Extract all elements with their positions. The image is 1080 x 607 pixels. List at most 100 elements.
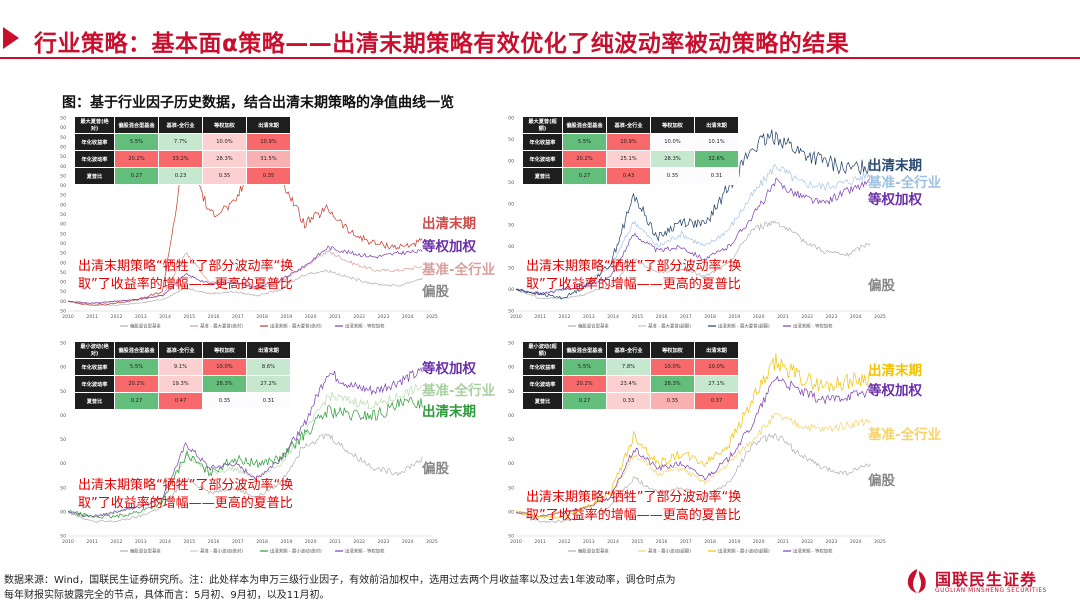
x-tick-label: 2020 [753, 539, 765, 545]
y-tick-label: 4.00 [508, 158, 514, 164]
table-header-cell: 最小波动(超额) [522, 341, 563, 359]
x-tick-label: 2023 [826, 539, 838, 545]
series-end-label: 等权加权 [422, 361, 476, 377]
x-tick-label: 2019 [729, 539, 741, 545]
x-tick-label: 2015 [631, 539, 643, 545]
legend-label: 基准 - 最小波动(超额) [648, 548, 691, 555]
y-tick-label: 9.50 [60, 135, 66, 141]
table-cell: 0.47 [158, 392, 203, 410]
stats-table: 最大夏普(超额) 偏股混合型基金 基准-全行业 等权加权 出清末期 年化收益率 5.5% 10… [522, 116, 739, 185]
table-cell: 10.9% [246, 133, 291, 151]
table-cell: 20.2% [562, 375, 607, 393]
table-cell: 7.7% [158, 133, 203, 151]
table-cell: 0.35 [202, 167, 247, 185]
chart-annotation: 出清末期策略“牺牲”了部分波动率“换 取”了收益率的增幅——更高的夏普比 [526, 258, 741, 294]
x-tick-label: 2018 [704, 539, 716, 545]
table-cell: 0.35 [650, 167, 695, 185]
y-tick-label: 3.50 [60, 251, 66, 257]
annotation-line: 取”了收益率的增幅——更高的夏普比 [78, 277, 293, 292]
legend-label: 出清末期 - 等权加权 [793, 548, 833, 555]
series-end-label: 出清末期 [422, 404, 476, 420]
series-end-label: 偏股 [422, 284, 449, 300]
table-row: 年化收益率 5.5% 10.9% 10.0% 10.1% [522, 133, 739, 151]
table-cell: 10.9% [606, 133, 651, 151]
x-tick-label: 2016 [656, 539, 668, 545]
x-tick-label: 2012 [559, 539, 571, 545]
chart-panel-3: 0.50 1.00 1.50 2.00 2.50 3.00 3.50 4.00 4.50 2010… [60, 337, 495, 557]
table-cell: 0.35 [202, 392, 247, 410]
logo-text-en: GUOLIAN MINSHENG SECURITIES [935, 588, 1047, 594]
x-tick-label: 2021 [777, 314, 789, 320]
table-cell: 9.1% [158, 358, 203, 376]
series-line-2 [515, 353, 871, 519]
table-header-cell: 出清末期 [246, 116, 291, 134]
table-cell: 10.0% [650, 358, 695, 376]
chart-panel-2: 0.50 1.00 1.50 2.00 2.50 3.00 3.50 4.00 4.50 5.00… [508, 112, 941, 332]
legend-label: 出清末期 - 最小波动(绝对) [270, 548, 322, 555]
company-logo: 国联民生证券 GUOLIAN MINSHENG SECURITIES [905, 565, 1075, 605]
legend-label: 出清末期 - 最大夏普(超额) [718, 323, 770, 330]
y-tick-label: 1.50 [60, 485, 66, 491]
table-cell: 0.33 [606, 392, 651, 410]
chart-svg: 0.50 1.00 1.50 2.00 2.50 3.00 3.50 4.00 4.50 2010… [60, 341, 438, 555]
y-tick-label: 2.00 [60, 280, 66, 286]
x-tick-label: 2016 [208, 539, 220, 545]
x-tick-label: 2022 [801, 314, 813, 320]
series-end-label: 基准-全行业 [422, 383, 496, 399]
table-header-cell: 等权加权 [650, 116, 695, 134]
table-cell: 23.4% [606, 375, 651, 393]
table-row: 夏普比 0.27 0.33 0.35 0.37 [522, 392, 739, 410]
table-cell: 31.5% [246, 150, 291, 168]
annotation-line: 出清末期策略“牺牲”了部分波动率“换 [78, 259, 294, 274]
header-rule [0, 57, 1080, 59]
series-end-label: 出清末期 [868, 158, 922, 174]
table-cell: 0.31 [246, 392, 291, 410]
y-tick-label: 4.50 [508, 137, 514, 143]
table-header-row: 最大夏普(绝对) 偏股混合型基金 基准-全行业 等权加权 出清末期 [74, 116, 291, 134]
table-row-label: 年化波动率 [522, 375, 563, 393]
table-row: 年化波动率 20.2% 23.4% 28.3% 27.1% [522, 375, 739, 393]
x-tick-label: 2013 [583, 539, 595, 545]
stats-table: 最小波动(超额) 偏股混合型基金 基准-全行业 等权加权 出清末期 年化收益率 5.5% 7.… [522, 341, 739, 410]
table-cell: 5.5% [114, 133, 159, 151]
x-tick-label: 2018 [704, 314, 716, 320]
y-tick-label: 1.50 [60, 289, 66, 295]
y-tick-label: 3.00 [508, 413, 514, 419]
table-header-cell: 出清末期 [694, 116, 739, 134]
x-tick-label: 2010 [62, 314, 74, 320]
x-tick-label: 2025 [426, 314, 438, 320]
table-cell: 0.27 [114, 392, 159, 410]
series-line-4 [67, 433, 423, 524]
table-cell: 5.5% [114, 358, 159, 376]
x-tick-label: 2014 [607, 314, 619, 320]
annotation-line: 出清末期策略“牺牲”了部分波动率“换 [78, 478, 294, 493]
table-row-label: 年化波动率 [522, 150, 563, 168]
x-tick-label: 2011 [534, 314, 546, 320]
y-tick-label: 1.50 [508, 485, 514, 491]
stats-table: 最大夏普(绝对) 偏股混合型基金 基准-全行业 等权加权 出清末期 年化收益率 5.5% 7.… [74, 116, 291, 185]
y-tick-label: 3.00 [60, 260, 66, 266]
y-tick-label: 3.50 [508, 180, 514, 186]
series-line-3 [515, 375, 871, 518]
table-row-label: 年化收益率 [522, 358, 563, 376]
series-line-4 [515, 433, 871, 524]
x-tick-label: 2025 [874, 539, 886, 545]
chart-svg: 0.50 1.00 1.50 2.00 2.50 3.00 3.50 4.00 4.50 5.00… [60, 116, 438, 330]
y-tick-label: 0.50 [508, 309, 514, 315]
table-cell: 10.0% [202, 358, 247, 376]
y-tick-label: 10.50 [60, 116, 66, 122]
series-end-label: 等权加权 [422, 239, 476, 255]
chart-panel-1: 0.50 1.00 1.50 2.00 2.50 3.00 3.50 4.00 4.50 5.00… [60, 112, 495, 332]
x-tick-label: 2023 [378, 314, 390, 320]
legend-label: 出清末期 - 等权加权 [345, 323, 385, 330]
x-tick-label: 2022 [353, 314, 365, 320]
y-tick-label: 3.50 [508, 389, 514, 395]
table-header-row: 最大夏普(超额) 偏股混合型基金 基准-全行业 等权加权 出清末期 [522, 116, 739, 134]
series-end-label: 基准-全行业 [868, 175, 942, 191]
table-cell: 5.5% [562, 133, 607, 151]
x-tick-label: 2023 [378, 539, 390, 545]
series-line-1 [515, 163, 871, 295]
y-tick-label: 3.00 [60, 413, 66, 419]
table-row-label: 年化波动率 [74, 375, 115, 393]
table-header-cell: 偏股混合型基金 [562, 341, 607, 359]
